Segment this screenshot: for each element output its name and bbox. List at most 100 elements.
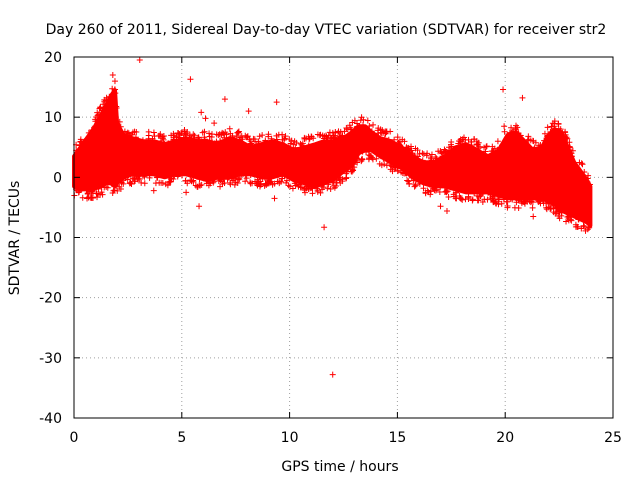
data-point (291, 180, 298, 187)
data-point (119, 177, 126, 184)
data-point (111, 187, 118, 194)
data-point (554, 204, 561, 211)
data-point (326, 129, 333, 136)
data-point (343, 125, 350, 132)
data-point (324, 185, 331, 192)
data-point (320, 184, 327, 191)
outlier-point (545, 204, 552, 211)
data-point (223, 131, 230, 138)
data-point (556, 215, 563, 222)
data-point (394, 168, 401, 175)
y-tick-label: 0 (53, 170, 62, 186)
data-point (348, 168, 355, 175)
x-tick-label: 10 (281, 430, 299, 446)
data-point (91, 123, 98, 130)
data-point (188, 178, 195, 185)
data-point (155, 132, 162, 139)
data-point (98, 189, 105, 196)
data-point (508, 124, 515, 131)
data-point (388, 163, 395, 170)
data-point (226, 125, 233, 132)
data-point (131, 128, 138, 135)
data-point (132, 177, 139, 184)
data-point (566, 147, 573, 154)
chart-title: Day 260 of 2011, Sidereal Day-to-day VTE… (46, 22, 607, 38)
data-point (497, 144, 504, 151)
data-point (237, 138, 244, 145)
data-point (308, 184, 315, 191)
data-point (77, 138, 84, 145)
data-point (314, 188, 321, 195)
data-point (243, 175, 250, 182)
data-point (288, 137, 295, 144)
data-point (236, 137, 243, 144)
data-point (411, 183, 418, 190)
data-point (238, 133, 245, 140)
data-point (543, 199, 550, 206)
data-point (165, 140, 172, 147)
data-point (285, 144, 292, 151)
data-point (508, 129, 515, 136)
data-point (357, 117, 364, 124)
data-point (191, 135, 198, 142)
data-point (166, 179, 173, 186)
data-point (557, 126, 564, 133)
y-tick-label: 20 (44, 50, 62, 66)
data-point (213, 138, 220, 145)
data-point (316, 132, 323, 139)
data-point (274, 178, 281, 185)
data-point (182, 132, 189, 139)
data-point (225, 174, 232, 181)
data-point (251, 136, 258, 143)
data-point (94, 112, 101, 119)
data-point (578, 160, 585, 167)
data-point (409, 150, 416, 157)
outlier-point (273, 99, 280, 106)
data-point (391, 136, 398, 143)
data-point (262, 139, 269, 146)
outlier-point (566, 209, 573, 216)
data-point (433, 155, 440, 162)
data-point (175, 130, 182, 137)
data-point (562, 129, 569, 136)
data-point (268, 135, 275, 142)
outlier-point (443, 208, 450, 215)
data-point (206, 133, 213, 140)
data-point (563, 218, 570, 225)
data-point (209, 177, 216, 184)
data-point (94, 194, 101, 201)
data-point (178, 172, 185, 179)
data-point (548, 205, 555, 212)
data-point (427, 188, 434, 195)
data-point (439, 153, 446, 160)
data-point (174, 173, 181, 180)
data-point (139, 137, 146, 144)
data-point (373, 155, 380, 162)
data-point (536, 197, 543, 204)
data-point (106, 93, 113, 100)
axis-ticks: 0 5 10 15 20 25 -40 -30 -20 -10 0 10 20 (39, 50, 622, 446)
data-point (575, 216, 582, 223)
data-point (180, 135, 187, 142)
data-point (353, 120, 360, 127)
data-point (309, 185, 316, 192)
data-point (206, 130, 213, 137)
y-tick-label: -20 (39, 291, 62, 307)
outlier-point (512, 126, 519, 133)
data-point (170, 176, 177, 183)
data-point (215, 177, 222, 184)
data-point (138, 179, 145, 186)
outlier-point (500, 86, 507, 93)
data-point (431, 187, 438, 194)
data-point (116, 118, 123, 125)
data-point (158, 139, 165, 146)
data-point (201, 136, 208, 143)
data-point (256, 174, 263, 181)
y-tick-label: -40 (39, 411, 62, 427)
data-point (419, 157, 426, 164)
y-tick-label: -10 (39, 231, 62, 247)
data-point (76, 142, 83, 149)
data-point (507, 195, 514, 202)
data-point (265, 131, 272, 138)
data-point (368, 153, 375, 160)
